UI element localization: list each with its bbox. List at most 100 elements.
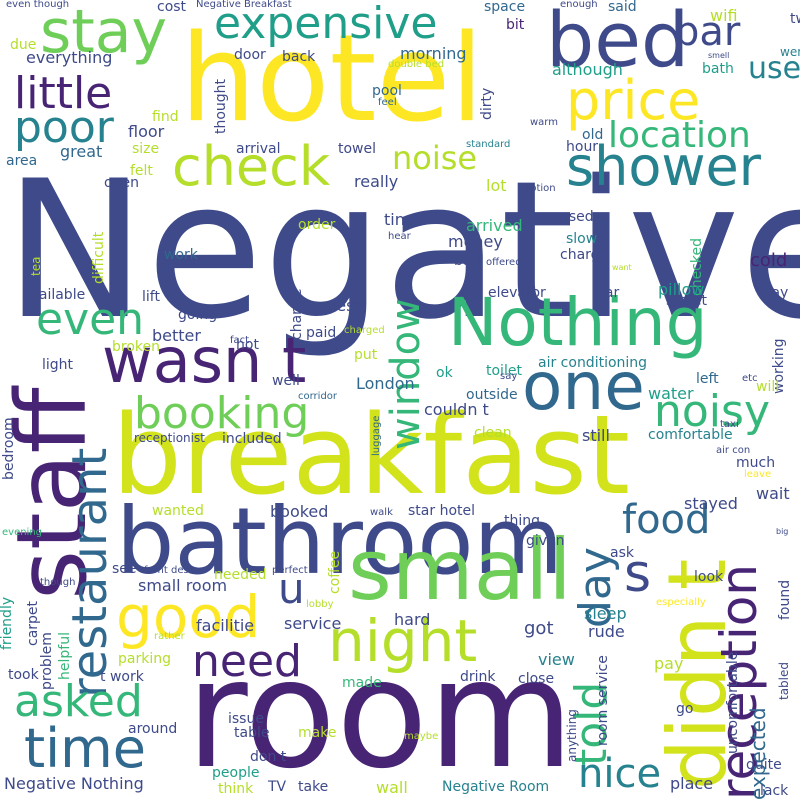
word-pay: pay <box>654 654 684 673</box>
word-available: available <box>22 287 86 303</box>
word-included: included <box>222 431 282 447</box>
word-tea: tea <box>29 256 43 276</box>
word-facilitie: facilitie <box>196 616 255 635</box>
word-towel: towel <box>338 141 377 157</box>
word-booking: booking <box>134 388 310 439</box>
word-hard: hard <box>394 610 431 629</box>
word-bath: bath <box>702 61 734 77</box>
word-table: table <box>234 725 270 741</box>
word-open: open <box>104 175 139 191</box>
word-said: said <box>608 0 637 15</box>
word-close: close <box>518 671 555 687</box>
word-take: take <box>298 779 329 795</box>
word-little: little <box>14 68 113 119</box>
word-really: really <box>354 172 399 191</box>
word-uncomfortable: uncomfortable <box>725 651 741 754</box>
word-needed: needed <box>214 567 267 583</box>
word-outside: outside <box>466 387 518 403</box>
word-given: given <box>526 533 565 549</box>
word-people: people <box>212 765 260 781</box>
word-space: space <box>484 0 526 15</box>
word-used: used <box>560 209 594 225</box>
word-difficult: difficult <box>91 231 107 284</box>
word-carpet: carpet <box>25 600 41 646</box>
word-lot: lot <box>486 176 507 195</box>
word-tabled: tabled <box>777 661 791 700</box>
word-felt: felt <box>130 163 153 179</box>
word-dirty: dirty <box>479 87 495 120</box>
word-wait: wait <box>756 484 790 503</box>
word-ask: ask <box>610 545 634 561</box>
word-food: food <box>622 497 711 543</box>
word-bed: bed <box>546 0 690 84</box>
word-issue: issue <box>228 711 264 727</box>
word-say: say <box>500 371 518 382</box>
word-even: even <box>36 294 145 345</box>
word-rude: rude <box>588 622 625 641</box>
word-feel: feel <box>378 97 397 108</box>
word-s: s <box>624 544 652 604</box>
word-make: make <box>298 725 337 741</box>
word-size: size <box>132 141 160 157</box>
word-evening: evening <box>2 527 43 538</box>
word-helpful: helpful <box>57 632 73 680</box>
word-restaurant: restaurant <box>62 447 118 698</box>
word-bit: bit <box>506 17 525 33</box>
word-location: location <box>608 115 751 156</box>
word-wanted: wanted <box>152 503 204 519</box>
word-noisy: noisy <box>654 386 770 437</box>
word-etc: etc <box>742 373 758 384</box>
word-pillow: pillow <box>658 280 705 299</box>
word-cold: cold <box>750 250 788 271</box>
word-order: order <box>298 217 336 233</box>
word-place: place <box>670 774 714 793</box>
word-water: water <box>648 384 694 403</box>
word-london: London <box>356 374 415 393</box>
word-asked: asked <box>14 676 143 727</box>
word-tv: TV <box>268 779 287 795</box>
word-went: went <box>780 45 800 59</box>
word-negative-nothing: Negative Nothing <box>4 774 144 793</box>
word-walk: walk <box>370 507 393 518</box>
word-light: light <box>42 357 74 373</box>
word-poor: poor <box>14 102 114 153</box>
word-tiny: tiny <box>384 210 415 229</box>
word-charged: charged <box>344 325 385 336</box>
word-receptionist: receptionist <box>134 431 205 445</box>
word-smell: smell <box>708 51 730 60</box>
word-arrived: arrived <box>466 216 523 235</box>
word-two: two <box>790 11 800 27</box>
word-maybe: maybe <box>404 731 439 742</box>
word-still: still <box>582 426 610 445</box>
word-leave: leave <box>744 469 772 480</box>
word-standard: standard <box>466 139 511 150</box>
word-even-though: even though <box>6 0 70 10</box>
word-dont: don t <box>250 749 287 765</box>
word-air-conditioning: air conditioning <box>538 355 648 371</box>
word-lift: lift <box>142 289 160 305</box>
word-problem: problem <box>39 632 55 690</box>
word-negative-room: Negative Room <box>442 779 550 795</box>
word-bathroom: bathroom <box>116 488 564 595</box>
word-thing: thing <box>504 513 541 529</box>
word-elevator: elevator <box>488 285 546 301</box>
word-view: view <box>538 650 575 669</box>
word-left: left <box>696 371 719 387</box>
word-money: money <box>448 232 503 251</box>
word-guest: guest <box>316 296 361 315</box>
word-enough: enough <box>560 0 598 10</box>
word-paid: paid <box>306 325 337 341</box>
word-took: took <box>8 667 39 683</box>
word-stay: stay <box>40 0 168 67</box>
word-time: time <box>24 717 147 780</box>
word-area: area <box>6 153 38 169</box>
word-wasnt: wasn t <box>102 324 307 397</box>
word-warm: warm <box>530 117 558 128</box>
word-morning: morning <box>400 44 467 63</box>
word-use: use <box>748 51 800 86</box>
word-price: price <box>566 69 701 132</box>
word-parking: parking <box>118 651 171 667</box>
word-broken: broken <box>112 339 160 355</box>
word-good: good <box>116 583 261 651</box>
